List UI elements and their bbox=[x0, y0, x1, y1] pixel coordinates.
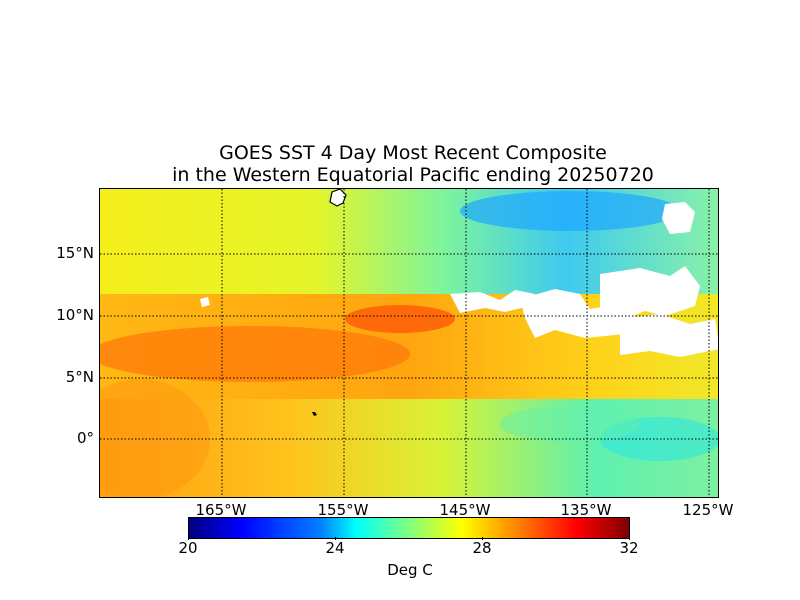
sst-map bbox=[99, 188, 719, 498]
lon-label-165w: 165°W bbox=[195, 501, 247, 519]
cool-patch-equator bbox=[500, 406, 640, 442]
warm-west bbox=[100, 379, 210, 497]
missing-data-patches bbox=[200, 202, 718, 357]
lon-label-155w: 155°W bbox=[317, 501, 369, 519]
colorbar bbox=[188, 517, 630, 539]
colorbar-tick-28: 28 bbox=[472, 539, 492, 557]
colorbar-label: Deg C bbox=[387, 561, 433, 579]
warm-core bbox=[345, 305, 455, 333]
lat-label-10n: 10°N bbox=[56, 306, 94, 324]
lat-label-0: 0° bbox=[76, 429, 94, 447]
cool-patch-ne bbox=[460, 191, 680, 231]
colorbar-tick-24: 24 bbox=[325, 539, 345, 557]
lon-label-145w: 145°W bbox=[439, 501, 491, 519]
island-hawaii bbox=[329, 189, 347, 207]
colorbar-tick-20: 20 bbox=[178, 539, 198, 557]
warm-band bbox=[100, 326, 410, 382]
map-title-line-2: in the Western Equatorial Pacific ending… bbox=[172, 164, 654, 186]
map-title-line-1: GOES SST 4 Day Most Recent Composite bbox=[219, 142, 607, 164]
lat-label-15n: 15°N bbox=[56, 244, 94, 262]
colorbar-tick-32: 32 bbox=[619, 539, 639, 557]
lon-label-135w: 135°W bbox=[560, 501, 612, 519]
graticule bbox=[100, 189, 718, 497]
lat-label-5n: 5°N bbox=[65, 368, 94, 386]
island-small bbox=[312, 412, 317, 416]
lon-label-125w: 125°W bbox=[682, 501, 734, 519]
